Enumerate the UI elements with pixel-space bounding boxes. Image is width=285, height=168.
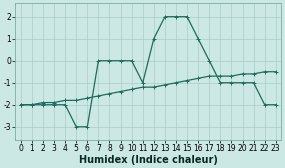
X-axis label: Humidex (Indice chaleur): Humidex (Indice chaleur) bbox=[79, 155, 218, 164]
